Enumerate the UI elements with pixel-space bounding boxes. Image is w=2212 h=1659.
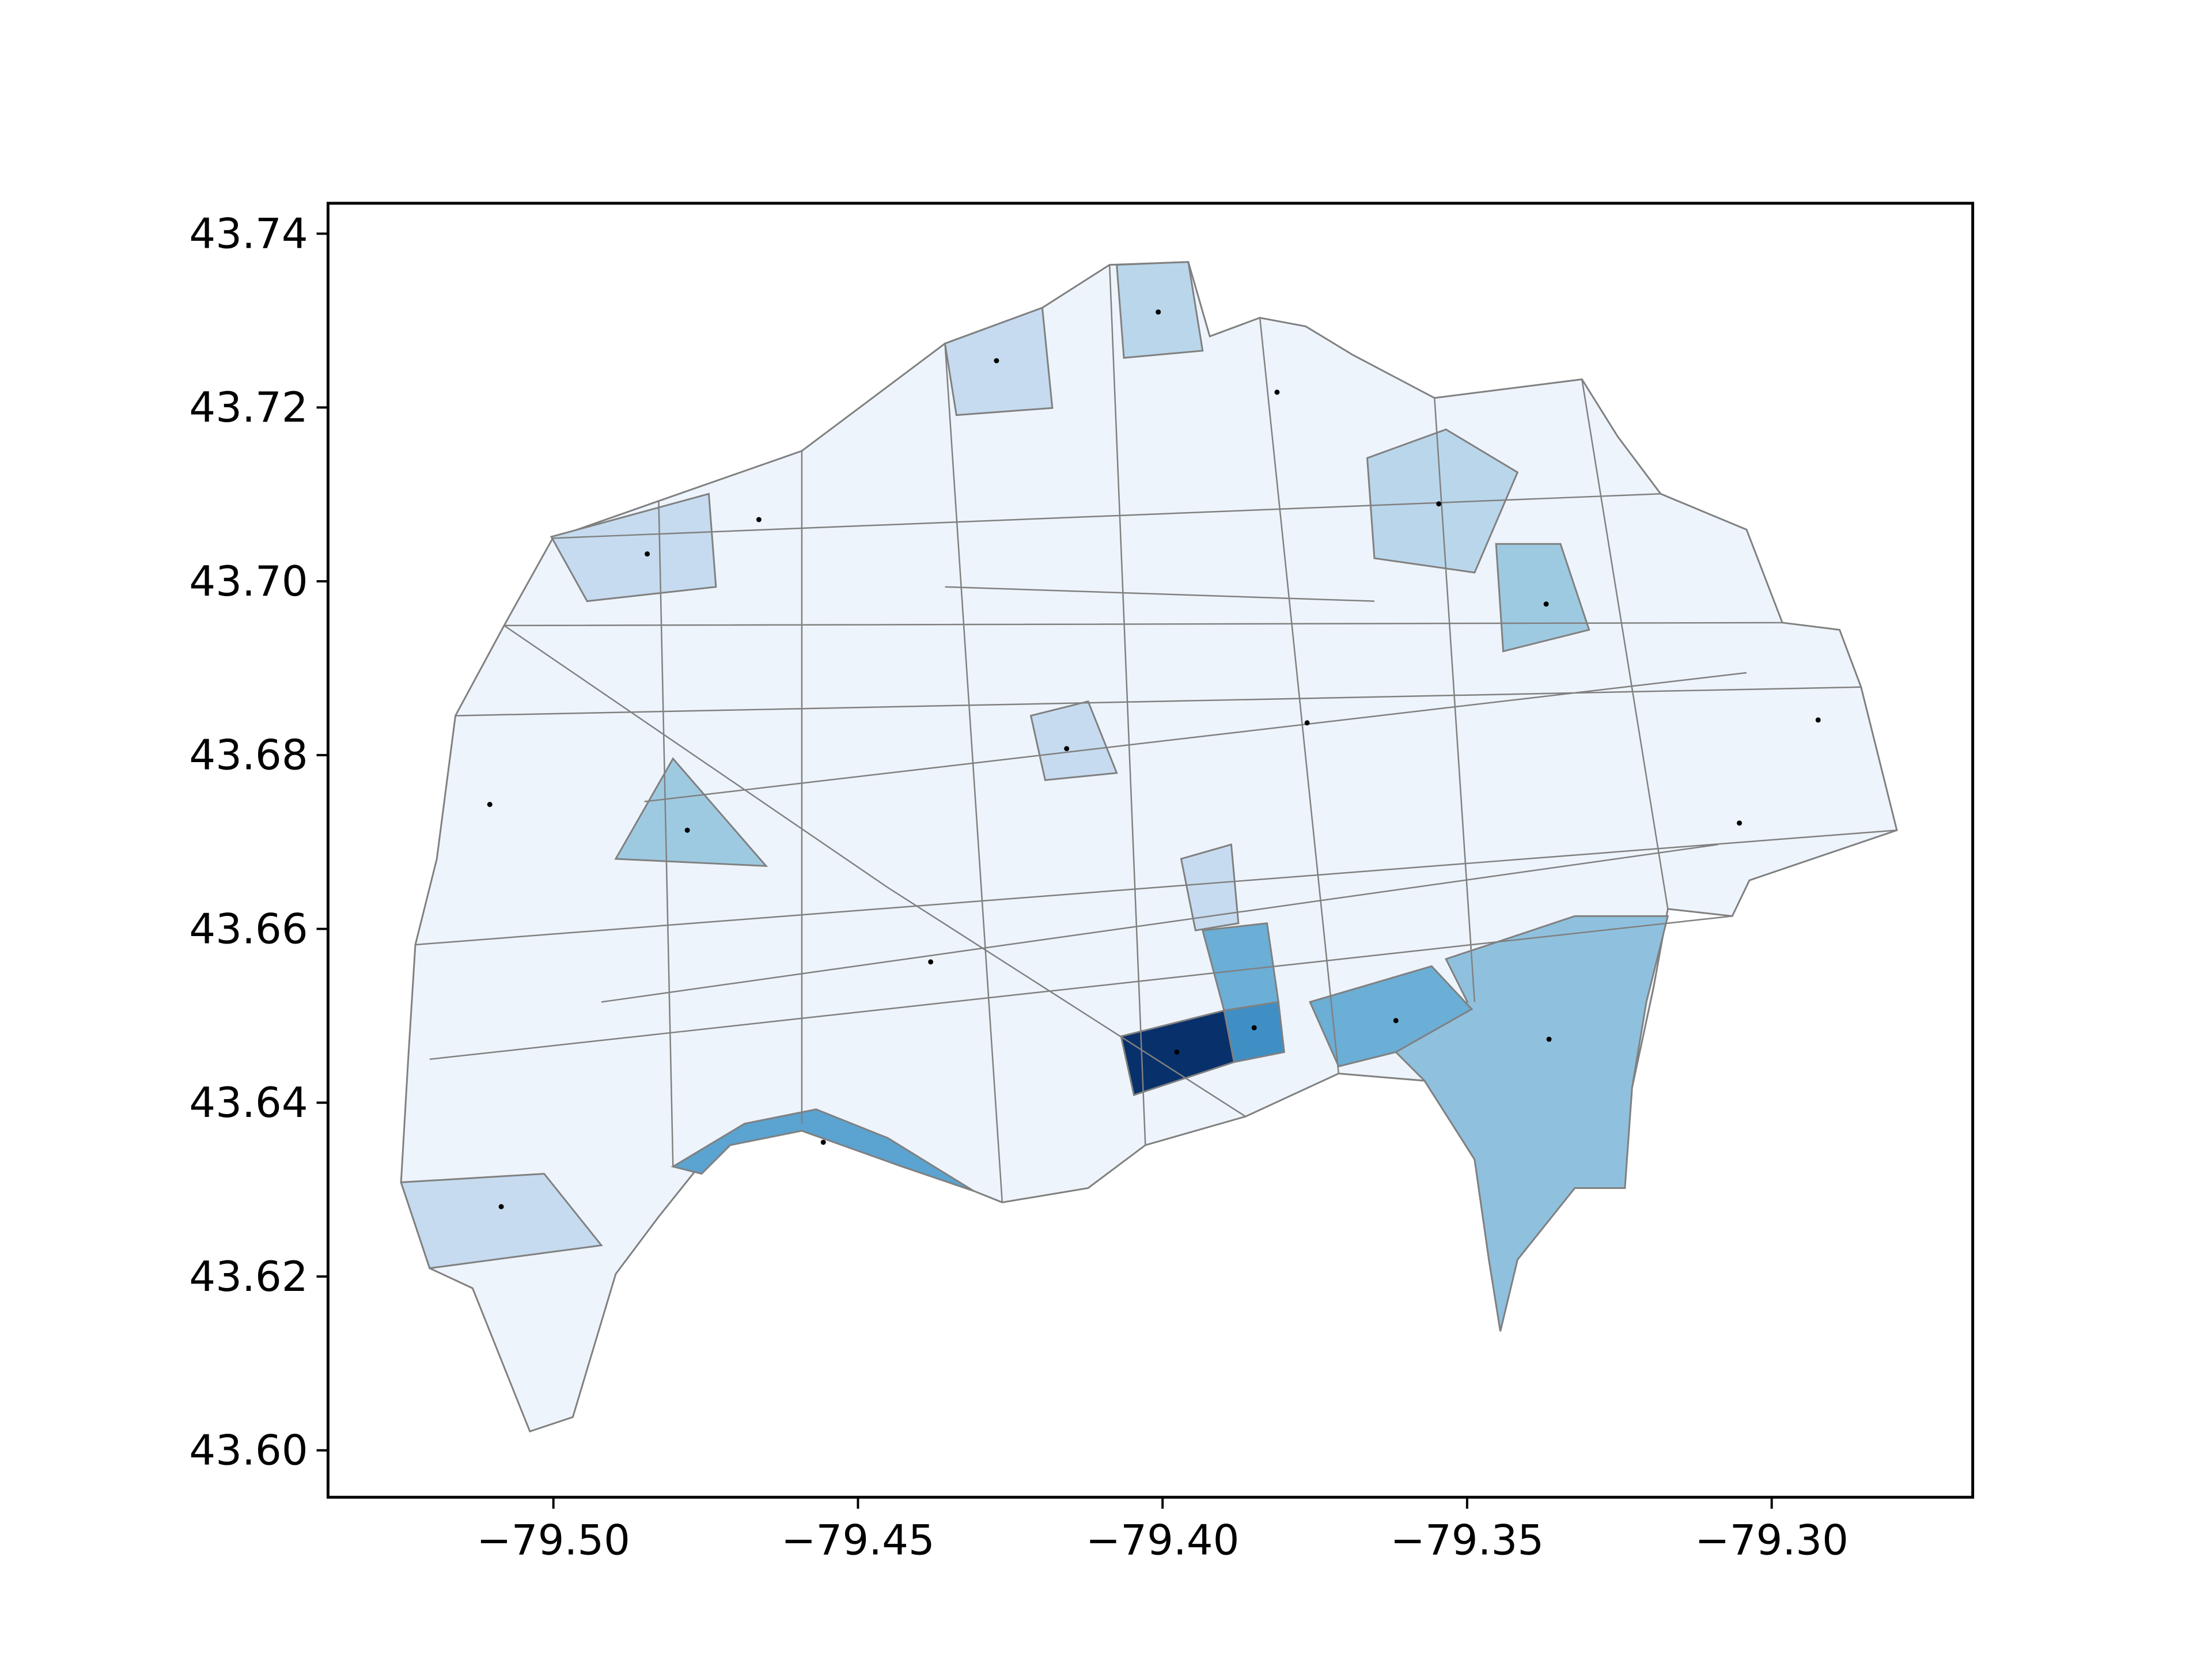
x-tick-label: −79.35 bbox=[1391, 1516, 1544, 1565]
region bbox=[1366, 428, 1519, 574]
centroid bbox=[684, 827, 690, 833]
y-tick-label: 43.70 bbox=[189, 557, 308, 605]
centroids bbox=[487, 309, 1821, 1210]
centroid bbox=[928, 959, 934, 965]
centroid bbox=[1156, 309, 1161, 315]
axes-frame bbox=[326, 202, 1975, 1499]
centroid bbox=[1251, 1025, 1257, 1031]
region bbox=[1394, 915, 1669, 1332]
region bbox=[1495, 543, 1590, 653]
centroid bbox=[1815, 717, 1821, 723]
region bbox=[671, 1108, 974, 1192]
centroid bbox=[1436, 501, 1442, 507]
region bbox=[550, 493, 717, 603]
centroid bbox=[645, 551, 650, 557]
centroid bbox=[1737, 820, 1743, 826]
x-tick-label: −79.45 bbox=[781, 1516, 935, 1565]
centroid bbox=[1064, 746, 1070, 752]
centroid bbox=[1393, 1018, 1399, 1024]
y-tick-label: 43.68 bbox=[189, 731, 308, 779]
centroid bbox=[1546, 1036, 1552, 1042]
centroid bbox=[1274, 389, 1280, 395]
y-tick-label: 43.74 bbox=[189, 210, 308, 258]
centroid bbox=[994, 358, 999, 363]
centroid bbox=[487, 802, 493, 807]
street bbox=[415, 264, 1897, 1203]
x-tick-label: −79.40 bbox=[1086, 1516, 1240, 1565]
map bbox=[400, 261, 1898, 1433]
x-tick-label: −79.50 bbox=[476, 1516, 630, 1565]
y-tick-label: 43.60 bbox=[189, 1426, 308, 1475]
y-tick-label: 43.64 bbox=[189, 1078, 308, 1127]
y-tick-label: 43.66 bbox=[189, 904, 308, 953]
region bbox=[1029, 700, 1118, 781]
y-tick-label: 43.62 bbox=[189, 1252, 308, 1301]
centroid bbox=[1304, 720, 1310, 726]
centroid bbox=[820, 1139, 826, 1145]
region bbox=[1116, 261, 1204, 359]
centroid bbox=[1174, 1049, 1180, 1055]
centroid bbox=[756, 517, 762, 522]
region bbox=[400, 1173, 603, 1270]
region bbox=[1309, 965, 1474, 1068]
centroid bbox=[498, 1204, 504, 1210]
region bbox=[614, 757, 768, 868]
x-tick-label: −79.30 bbox=[1695, 1516, 1849, 1565]
y-tick-label: 43.72 bbox=[189, 383, 308, 431]
centroid bbox=[1543, 601, 1549, 607]
region bbox=[1180, 843, 1240, 931]
